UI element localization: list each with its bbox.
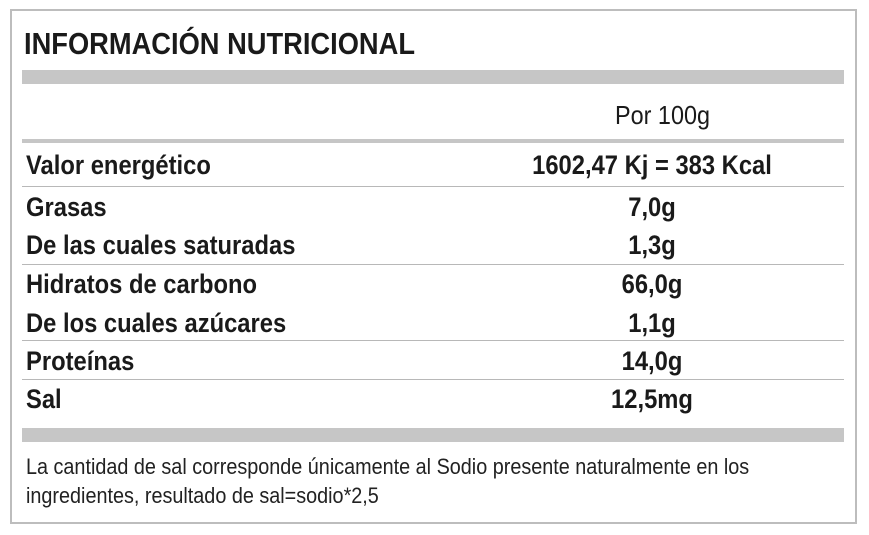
- nutrient-label: Hidratos de carbono: [26, 269, 258, 299]
- nutrient-value: 7,0g: [628, 192, 676, 222]
- nutrient-row-fat: Grasas 7,0g: [22, 188, 844, 226]
- nutrition-label-frame: [10, 9, 857, 524]
- row-divider: [22, 264, 844, 265]
- nutrient-label: Proteínas: [26, 346, 135, 376]
- nutrient-value: 1,1g: [628, 308, 676, 338]
- nutrient-row-salt: Sal 12,5mg: [22, 380, 844, 418]
- salt-footnote: La cantidad de sal corresponde únicament…: [26, 452, 836, 510]
- nutrient-value: 66,0g: [621, 269, 683, 299]
- nutrient-row-saturated-fat: De las cuales saturadas 1,3g: [22, 226, 844, 264]
- bottom-divider-bar: [22, 428, 844, 442]
- nutrient-row-protein: Proteínas 14,0g: [22, 342, 844, 380]
- nutrient-label: De las cuales saturadas: [26, 230, 296, 260]
- footnote-line-2: ingredientes, resultado de sal=sodio*2,5: [26, 483, 379, 508]
- per-100g-header: Por 100g: [615, 100, 710, 130]
- nutrient-label: Grasas: [26, 192, 107, 222]
- nutrient-value: 12,5mg: [611, 384, 693, 414]
- footnote-line-1: La cantidad de sal corresponde únicament…: [26, 454, 750, 479]
- nutrient-row-carbohydrates: Hidratos de carbono 66,0g: [22, 265, 844, 303]
- nutrient-row-sugars: De los cuales azúcares 1,1g: [22, 304, 844, 342]
- nutrient-value: 1,3g: [628, 230, 676, 260]
- nutrient-label: De los cuales azúcares: [26, 308, 287, 338]
- row-divider: [22, 340, 844, 341]
- header-divider: [22, 139, 844, 143]
- nutrient-row-energy: Valor energético 1602,47 Kj = 383 Kcal: [22, 146, 844, 184]
- row-divider: [22, 186, 844, 187]
- nutrition-title: INFORMACIÓN NUTRICIONAL: [24, 26, 415, 61]
- nutrient-label: Valor energético: [26, 150, 211, 180]
- nutrient-value: 14,0g: [621, 346, 683, 376]
- top-divider-bar: [22, 70, 844, 84]
- nutrient-label: Sal: [26, 384, 62, 414]
- nutrient-value: 1602,47 Kj = 383 Kcal: [532, 150, 772, 180]
- row-divider: [22, 379, 844, 380]
